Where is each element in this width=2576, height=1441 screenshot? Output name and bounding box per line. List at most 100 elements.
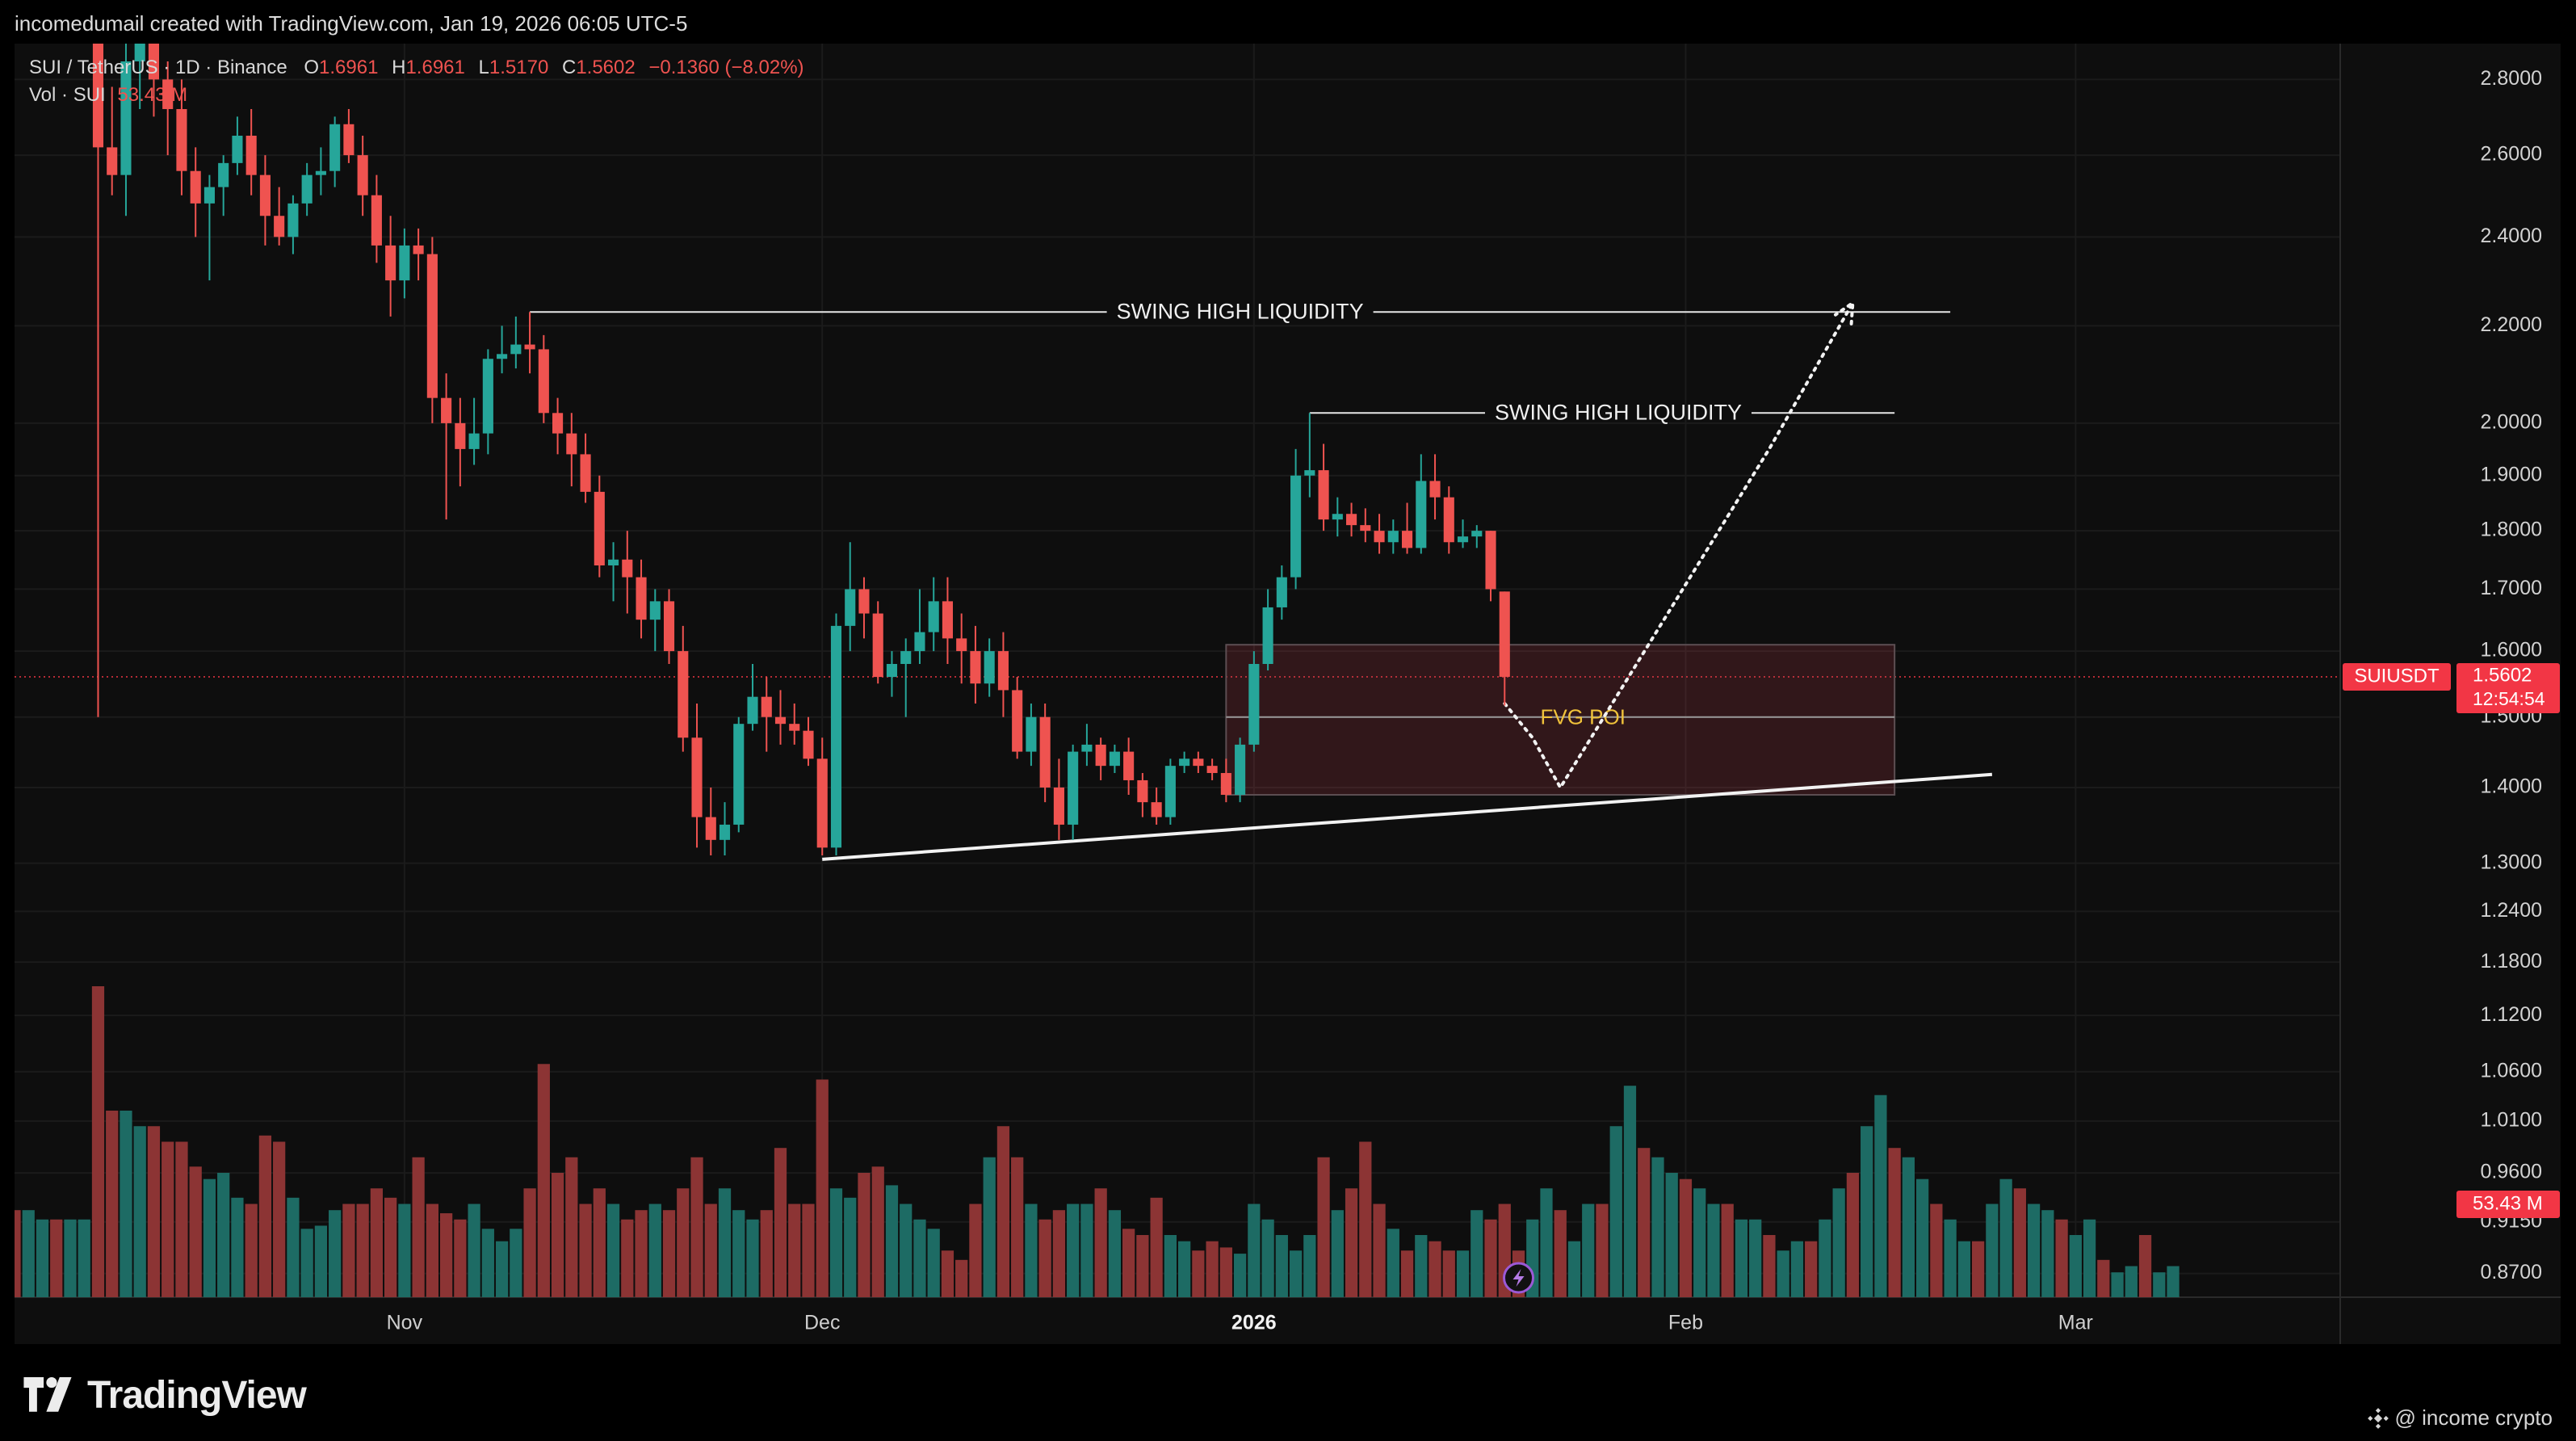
symbol-tag[interactable] bbox=[2343, 662, 2451, 691]
price-chart[interactable]: FVG POI SWING HIGH LIQUIDITY SWING HIGH LI… bbox=[0, 0, 2561, 1344]
chart-panel[interactable]: FVG POI SWING HIGH LIQUIDITY SWING HIGH LI… bbox=[0, 0, 2561, 1344]
candle[interactable] bbox=[928, 577, 939, 652]
fvg-zone[interactable] bbox=[1225, 644, 1896, 796]
candle[interactable] bbox=[1429, 454, 1441, 520]
tradingview-logo[interactable]: TradingView bbox=[19, 1373, 307, 1418]
candle[interactable] bbox=[385, 216, 396, 317]
candle[interactable] bbox=[1068, 744, 1079, 840]
candle[interactable] bbox=[245, 109, 257, 195]
candle[interactable] bbox=[1276, 565, 1287, 620]
candle[interactable] bbox=[274, 187, 285, 246]
candle[interactable] bbox=[1193, 751, 1204, 774]
candle[interactable] bbox=[997, 632, 1009, 717]
candle[interactable] bbox=[510, 316, 522, 369]
candle[interactable] bbox=[552, 397, 564, 455]
candle[interactable] bbox=[566, 413, 577, 487]
candle[interactable] bbox=[107, 86, 118, 195]
candle[interactable] bbox=[622, 531, 633, 614]
candle[interactable] bbox=[371, 174, 382, 263]
candle[interactable] bbox=[315, 147, 326, 195]
candle[interactable] bbox=[343, 109, 355, 163]
candle[interactable] bbox=[1123, 737, 1135, 796]
candle[interactable] bbox=[1053, 758, 1064, 840]
candle[interactable] bbox=[1346, 502, 1357, 537]
candle[interactable] bbox=[636, 559, 647, 639]
axes[interactable]: 2.8000 2.6000 2.4000 2.2000 2.0000 1.9000 1.80… bbox=[387, 67, 2560, 1334]
candle[interactable] bbox=[789, 703, 800, 745]
candle[interactable] bbox=[301, 162, 313, 216]
candle[interactable] bbox=[900, 638, 912, 717]
candle[interactable] bbox=[329, 116, 341, 187]
candle[interactable] bbox=[1081, 724, 1093, 767]
candle[interactable] bbox=[678, 625, 689, 752]
candle[interactable] bbox=[1304, 413, 1315, 498]
candle[interactable] bbox=[942, 577, 954, 664]
candle[interactable] bbox=[594, 475, 605, 578]
legend-symbol[interactable]: SUI / TetherUS · 1D · Binance bbox=[29, 57, 287, 78]
candle[interactable] bbox=[1471, 525, 1483, 548]
candle[interactable] bbox=[1360, 508, 1371, 543]
candle[interactable] bbox=[1318, 443, 1329, 531]
candle[interactable] bbox=[608, 542, 619, 602]
candle[interactable] bbox=[580, 433, 591, 503]
candle[interactable] bbox=[232, 116, 243, 175]
candle[interactable] bbox=[1095, 737, 1106, 780]
candle[interactable] bbox=[858, 577, 870, 639]
candle[interactable] bbox=[1039, 703, 1051, 803]
candle[interactable] bbox=[1248, 651, 1260, 752]
candle[interactable] bbox=[691, 703, 703, 848]
candles[interactable] bbox=[92, 0, 1510, 855]
candle[interactable] bbox=[190, 147, 201, 237]
candle[interactable] bbox=[1416, 454, 1427, 554]
volume-tag[interactable] bbox=[2456, 1191, 2560, 1218]
candle[interactable] bbox=[1457, 519, 1469, 548]
support-trendline[interactable] bbox=[822, 772, 1993, 861]
candle[interactable] bbox=[287, 195, 299, 254]
candle[interactable] bbox=[761, 677, 772, 752]
candle[interactable] bbox=[1164, 758, 1176, 825]
candle[interactable] bbox=[1262, 589, 1273, 671]
candle[interactable] bbox=[1235, 737, 1246, 803]
candle[interactable] bbox=[1374, 514, 1385, 554]
candle[interactable] bbox=[747, 663, 758, 731]
candle[interactable] bbox=[1387, 519, 1399, 554]
candle[interactable] bbox=[803, 716, 814, 767]
candle[interactable] bbox=[733, 716, 745, 833]
candle[interactable] bbox=[719, 802, 731, 855]
candle[interactable] bbox=[1179, 751, 1190, 774]
price-tag[interactable] bbox=[2456, 662, 2560, 713]
candle[interactable] bbox=[1443, 486, 1454, 554]
candle[interactable] bbox=[1485, 531, 1496, 602]
candle[interactable] bbox=[482, 349, 493, 455]
candle[interactable] bbox=[1012, 677, 1023, 759]
candle[interactable] bbox=[524, 312, 535, 374]
candle[interactable] bbox=[468, 397, 480, 465]
candle[interactable] bbox=[649, 589, 661, 652]
candle[interactable] bbox=[774, 690, 787, 745]
candle[interactable] bbox=[1401, 502, 1413, 554]
candle[interactable] bbox=[1290, 448, 1302, 590]
candle[interactable] bbox=[830, 613, 842, 855]
candle[interactable] bbox=[538, 334, 549, 423]
candle[interactable] bbox=[426, 237, 438, 423]
candle[interactable] bbox=[956, 613, 967, 684]
candle[interactable] bbox=[203, 174, 215, 281]
candle[interactable] bbox=[218, 155, 229, 216]
candle[interactable] bbox=[176, 79, 187, 195]
candle[interactable] bbox=[441, 373, 452, 520]
candle[interactable] bbox=[705, 787, 716, 855]
candle[interactable] bbox=[259, 155, 271, 246]
candle[interactable] bbox=[357, 136, 368, 216]
candle[interactable] bbox=[497, 326, 508, 374]
candle[interactable] bbox=[1206, 758, 1218, 780]
candle[interactable] bbox=[1109, 744, 1120, 774]
candle[interactable] bbox=[413, 228, 424, 281]
candle[interactable] bbox=[162, 61, 174, 156]
candle[interactable] bbox=[970, 625, 981, 704]
candle[interactable] bbox=[1220, 758, 1231, 803]
candle[interactable] bbox=[845, 542, 856, 652]
candle[interactable] bbox=[816, 737, 828, 855]
candle[interactable] bbox=[399, 228, 410, 299]
candle[interactable] bbox=[663, 589, 675, 664]
lightning-icon[interactable] bbox=[1503, 1262, 1535, 1294]
